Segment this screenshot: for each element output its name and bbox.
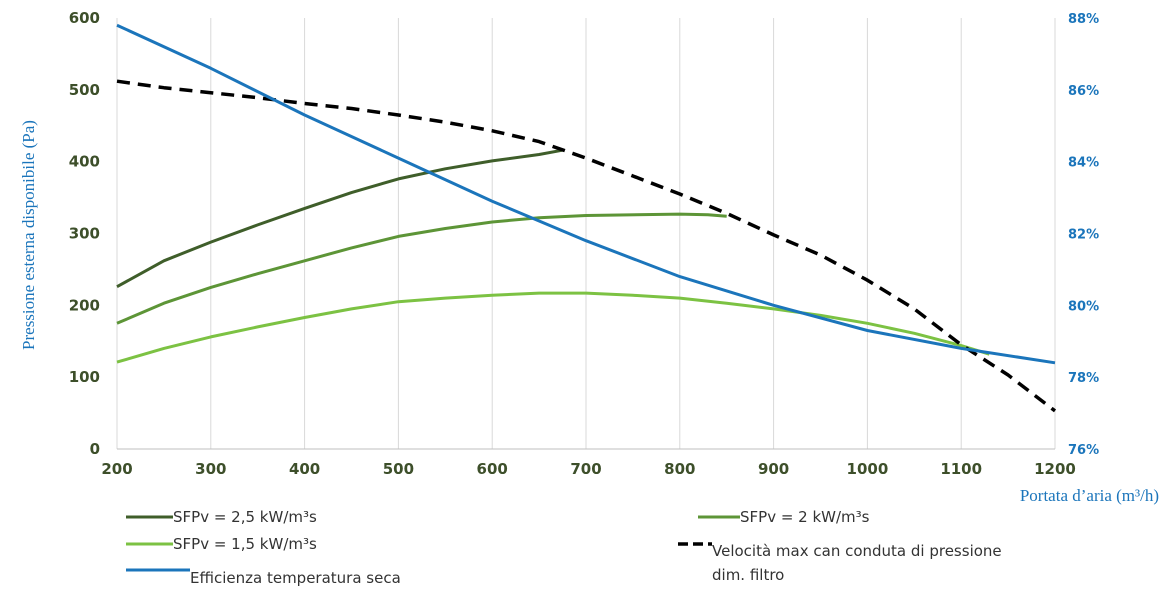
legend-label: Velocità max can conduta di pressione dim… bbox=[712, 542, 1002, 584]
x-axis-title: Portata d’aria (m³/h) bbox=[1020, 486, 1159, 505]
y-tick-label: 100 bbox=[69, 368, 100, 386]
x-axis-ticks: 200 300 400 500 600 700 800 900 1000 1100 1200 bbox=[101, 460, 1076, 478]
x-tick-label: 1000 bbox=[847, 460, 889, 478]
x-tick-label: 900 bbox=[758, 460, 789, 478]
y-tick-label: 200 bbox=[69, 296, 100, 314]
legend-label: SFPv = 2,5 kW/m³s bbox=[173, 508, 317, 526]
y-tick-label: 0 bbox=[90, 440, 100, 458]
y2-tick-label: 86% bbox=[1068, 84, 1099, 99]
series-line bbox=[116, 212, 727, 325]
series-line bbox=[116, 148, 563, 289]
x-tick-label: 300 bbox=[195, 460, 226, 478]
y-axis-ticks: 0 100 200 300 400 500 600 bbox=[69, 9, 100, 458]
legend: SFPv = 2,5 kW/m³s SFPv = 2 kW/m³s SFPv = 1… bbox=[126, 508, 1002, 587]
y-tick-label: 300 bbox=[69, 225, 100, 243]
x-tick-label: 1100 bbox=[940, 460, 982, 478]
y2-tick-label: 78% bbox=[1068, 371, 1099, 386]
legend-label: Efficienza temperatura seca bbox=[190, 569, 401, 587]
x-tick-label: 800 bbox=[664, 460, 695, 478]
y2-tick-label: 82% bbox=[1068, 228, 1099, 243]
y2-axis-ticks: 76% 78% 80% 82% 84% 86% 88% bbox=[1068, 12, 1099, 458]
series-line bbox=[116, 291, 990, 364]
y2-tick-label: 76% bbox=[1068, 443, 1099, 458]
y2-tick-label: 88% bbox=[1068, 12, 1099, 27]
y2-tick-label: 84% bbox=[1068, 156, 1099, 171]
y-tick-label: 500 bbox=[69, 81, 100, 99]
x-tick-label: 200 bbox=[101, 460, 132, 478]
y-tick-label: 400 bbox=[69, 153, 100, 171]
grid-lines bbox=[116, 18, 1056, 449]
y-tick-label: 600 bbox=[69, 9, 100, 27]
x-tick-label: 500 bbox=[383, 460, 414, 478]
y-axis-title: Pressione esterna disponibile (Pa) bbox=[19, 120, 38, 350]
legend-label: SFPv = 2 kW/m³s bbox=[740, 508, 870, 526]
y2-tick-label: 80% bbox=[1068, 299, 1099, 314]
series-lines bbox=[116, 23, 1057, 413]
x-tick-label: 400 bbox=[289, 460, 320, 478]
legend-label: SFPv = 1,5 kW/m³s bbox=[173, 535, 317, 553]
x-tick-label: 600 bbox=[477, 460, 508, 478]
x-tick-label: 1200 bbox=[1034, 460, 1076, 478]
series-line bbox=[116, 23, 1056, 365]
x-tick-label: 700 bbox=[570, 460, 601, 478]
